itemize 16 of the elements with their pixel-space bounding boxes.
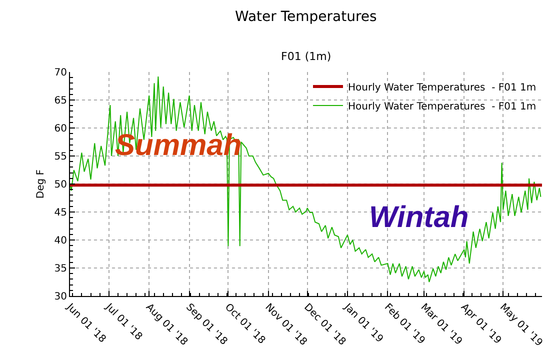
y-tick-label: 45 [54,208,67,218]
y-tick-label: 55 [54,152,67,162]
y-axis-title: Deg F [35,169,46,199]
chart-title: Water Temperatures [235,9,377,25]
chart-subtitle: F01 (1m) [281,50,332,63]
annotation: Wintah [369,201,469,234]
legend-label: Hourly Water Temperatures - F01 1m [348,101,536,112]
line-series [70,76,542,282]
y-tick-label: 60 [54,124,67,134]
legend-label: Hourly Water Temperatures - F01 1m [348,82,536,94]
y-tick-label: 65 [54,96,67,106]
y-tick-label: 40 [54,236,67,246]
y-tick-label: 50 [54,180,67,190]
y-tick-label: 35 [54,264,67,274]
y-tick-label: 70 [54,68,67,78]
y-tick-label: 30 [54,292,67,302]
